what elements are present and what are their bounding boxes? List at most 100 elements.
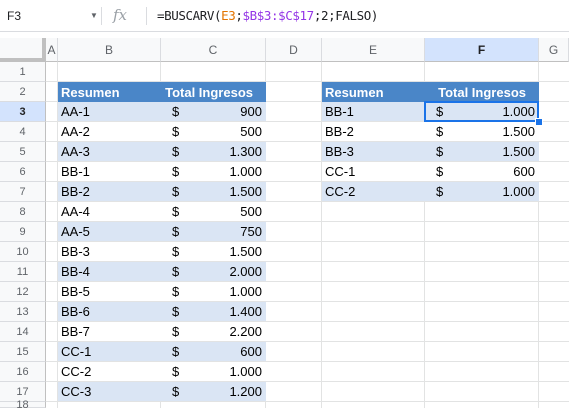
currency-symbol: $: [172, 324, 180, 339]
left-table-cell-resumen[interactable]: BB-6: [58, 302, 161, 321]
left-table-cell-resumen[interactable]: BB-3: [58, 242, 161, 261]
left-table-cell-resumen[interactable]: AA-1: [58, 102, 161, 121]
grid-line: [46, 241, 569, 242]
left-table-cell-total[interactable]: $500: [161, 202, 266, 221]
currency-symbol: $: [172, 264, 180, 279]
left-table-cell-total[interactable]: $1.500: [161, 242, 266, 261]
left-table-cell-total[interactable]: $1.000: [161, 282, 266, 301]
left-table-cell-total[interactable]: $750: [161, 222, 266, 241]
column-header-a[interactable]: A: [46, 38, 58, 62]
row-header-11[interactable]: 11: [0, 262, 46, 282]
column-header-e[interactable]: E: [322, 38, 425, 62]
left-table-cell-resumen[interactable]: BB-2: [58, 182, 161, 201]
left-table-cell-resumen[interactable]: CC-1: [58, 342, 161, 361]
column-header-f[interactable]: F: [425, 38, 539, 62]
row-header-8[interactable]: 8: [0, 202, 46, 222]
grid-line: [424, 62, 425, 408]
left-table-cell-total[interactable]: $600: [161, 342, 266, 361]
amount-value: 1.000: [229, 284, 262, 299]
right-table-cell-total[interactable]: $600: [425, 162, 539, 181]
formula-prefix: =BUSCARV(: [157, 8, 222, 23]
name-box[interactable]: F3 ▼: [0, 0, 100, 31]
row-header-16[interactable]: 16: [0, 362, 46, 382]
row-header-9[interactable]: 9: [0, 222, 46, 242]
row-header-10[interactable]: 10: [0, 242, 46, 262]
row-header-1[interactable]: 1: [0, 62, 46, 82]
select-all-corner[interactable]: [0, 38, 46, 62]
row-header-12[interactable]: 12: [0, 282, 46, 302]
left-table-cell-total[interactable]: $1.000: [161, 362, 266, 381]
currency-symbol: $: [436, 104, 444, 119]
fill-handle[interactable]: [535, 118, 543, 126]
formula-separator: ;: [235, 8, 243, 23]
right-table-cell-resumen[interactable]: BB-1: [322, 102, 425, 121]
left-table-cell-resumen[interactable]: BB-4: [58, 262, 161, 281]
left-table-cell-total[interactable]: $2.200: [161, 322, 266, 341]
left-table-cell-total[interactable]: $1.000: [161, 162, 266, 181]
left-table-cell-total[interactable]: $1.200: [161, 382, 266, 401]
amount-value: 500: [240, 204, 262, 219]
currency-symbol: $: [172, 364, 180, 379]
left-table-cell-resumen[interactable]: AA-4: [58, 202, 161, 221]
grid-line: [46, 281, 569, 282]
right-table-cell-total[interactable]: $1.500: [425, 122, 539, 141]
formula-bar: F3 ▼ fx =BUSCARV(E3;$B$3:$C$17;2;FALSO): [0, 0, 569, 32]
left-table-cell-total[interactable]: $500: [161, 122, 266, 141]
row-header-17[interactable]: 17: [0, 382, 46, 402]
currency-symbol: $: [436, 184, 444, 199]
left-table-header-total: Total Ingresos: [161, 82, 266, 102]
fx-icon: fx: [113, 6, 128, 24]
currency-symbol: $: [172, 244, 180, 259]
left-table-cell-total[interactable]: $900: [161, 102, 266, 121]
row-header-7[interactable]: 7: [0, 182, 46, 202]
grid-line: [46, 101, 569, 102]
right-table-cell-resumen[interactable]: CC-2: [322, 182, 425, 201]
right-table-cell-total[interactable]: $1.000: [425, 102, 539, 121]
amount-value: 500: [240, 124, 262, 139]
currency-symbol: $: [172, 144, 180, 159]
row-header-2[interactable]: 2: [0, 82, 46, 102]
column-header-d[interactable]: D: [266, 38, 322, 62]
row-header-15[interactable]: 15: [0, 342, 46, 362]
currency-symbol: $: [436, 124, 444, 139]
row-header-18[interactable]: 18: [0, 399, 46, 411]
left-table-cell-total[interactable]: $1.300: [161, 142, 266, 161]
divider: [146, 7, 147, 25]
left-table-cell-total[interactable]: $1.400: [161, 302, 266, 321]
right-table-cell-resumen[interactable]: BB-3: [322, 142, 425, 161]
grid-line: [46, 361, 569, 362]
left-table-cell-resumen[interactable]: BB-7: [58, 322, 161, 341]
grid-line: [46, 201, 569, 202]
left-table-cell-resumen[interactable]: CC-3: [58, 382, 161, 401]
row-header-5[interactable]: 5: [0, 142, 46, 162]
currency-symbol: $: [172, 304, 180, 319]
grid-line: [46, 401, 569, 402]
column-header-g[interactable]: G: [539, 38, 569, 62]
right-table-cell-total[interactable]: $1.000: [425, 182, 539, 201]
row-header-4[interactable]: 4: [0, 122, 46, 142]
left-table-cell-total[interactable]: $2.000: [161, 262, 266, 281]
amount-value: 1.000: [502, 184, 535, 199]
right-table-cell-total[interactable]: $1.500: [425, 142, 539, 161]
column-header-c[interactable]: C: [161, 38, 266, 62]
currency-symbol: $: [172, 224, 180, 239]
row-header-14[interactable]: 14: [0, 322, 46, 342]
grid-line: [538, 62, 539, 408]
left-table-cell-resumen[interactable]: AA-2: [58, 122, 161, 141]
right-table-cell-resumen[interactable]: BB-2: [322, 122, 425, 141]
row-header-6[interactable]: 6: [0, 162, 46, 182]
amount-value: 1.300: [229, 144, 262, 159]
left-table-cell-resumen[interactable]: BB-5: [58, 282, 161, 301]
row-header-3[interactable]: 3: [0, 102, 46, 122]
right-table-cell-resumen[interactable]: CC-1: [322, 162, 425, 181]
column-header-b[interactable]: B: [58, 38, 161, 62]
chevron-down-icon[interactable]: ▼: [90, 11, 98, 20]
left-table-cell-resumen[interactable]: BB-1: [58, 162, 161, 181]
left-table-cell-total[interactable]: $1.500: [161, 182, 266, 201]
currency-symbol: $: [172, 284, 180, 299]
left-table-cell-resumen[interactable]: AA-5: [58, 222, 161, 241]
left-table-cell-resumen[interactable]: AA-3: [58, 142, 161, 161]
formula-input[interactable]: =BUSCARV(E3;$B$3:$C$17;2;FALSO): [157, 8, 378, 23]
row-header-13[interactable]: 13: [0, 302, 46, 322]
left-table-cell-resumen[interactable]: CC-2: [58, 362, 161, 381]
